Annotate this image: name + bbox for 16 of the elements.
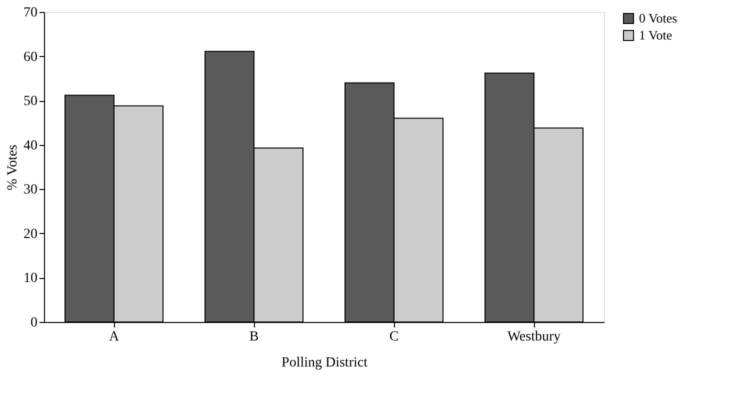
y-tick-label: 40 [24,138,38,154]
y-tick-label: 50 [24,94,38,110]
y-tick-label: 20 [24,226,38,242]
x-tick-label: A [108,330,120,344]
x-axis-title: Polling District [282,356,368,370]
y-axis-title: % Votes [6,144,20,190]
y-tick-label: 70 [24,6,38,20]
y-tick-label: 0 [30,316,38,330]
legend-label: 0 Votes [639,10,678,26]
x-tick-label: C [389,330,399,344]
y-tick-label: 30 [24,182,38,198]
y-tick-label: 10 [24,271,38,286]
x-tick-label: B [249,330,259,344]
y-tick-label: 60 [24,50,38,65]
x-tick-label: Westbury [507,330,561,344]
legend-label: 1 Vote [639,28,672,42]
